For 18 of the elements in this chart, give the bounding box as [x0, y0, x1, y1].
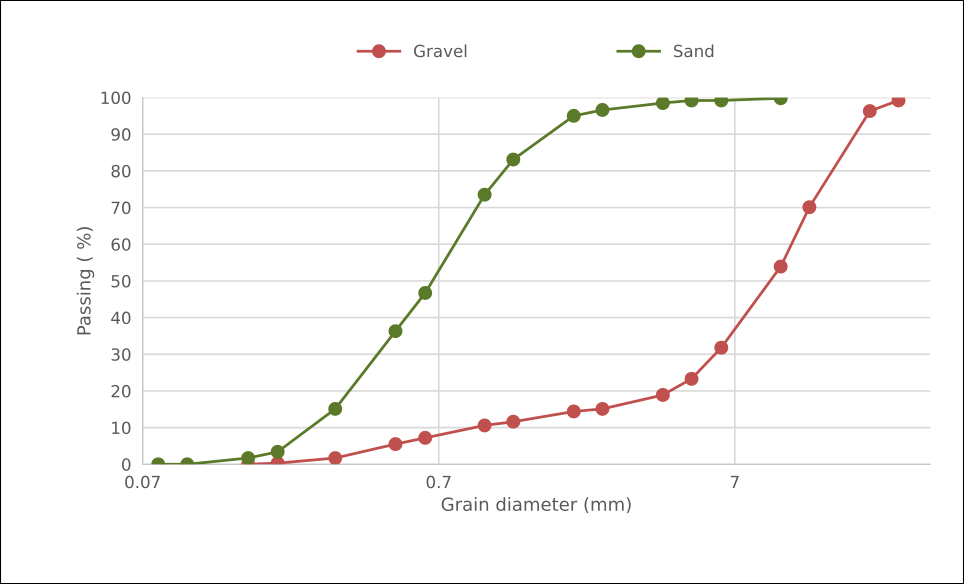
legend-label: Gravel	[414, 44, 466, 58]
y-axis-title: Passing ( %)	[76, 227, 94, 334]
y-tick-label: 10	[112, 422, 130, 434]
x-tick-label: 7	[730, 476, 739, 488]
x-tick-label: 0.7	[426, 476, 451, 488]
y-tick-label: 80	[111, 164, 130, 178]
y-tick-label: 60	[112, 238, 130, 251]
y-tick-label: 30	[112, 348, 130, 361]
y-tick-label: 70	[112, 202, 130, 214]
y-tick-label: 90	[111, 128, 130, 141]
x-axis-title: Grain diameter (mm)	[442, 497, 631, 514]
legend-label: Sand	[674, 44, 714, 58]
y-tick-label: 20	[112, 384, 130, 398]
x-tick-label: 0.07	[125, 476, 160, 488]
y-tick-label: 0	[122, 458, 130, 471]
y-tick-label: 100	[102, 91, 130, 104]
y-tick-label: 50	[112, 274, 130, 288]
y-tick-label: 40	[111, 312, 130, 324]
